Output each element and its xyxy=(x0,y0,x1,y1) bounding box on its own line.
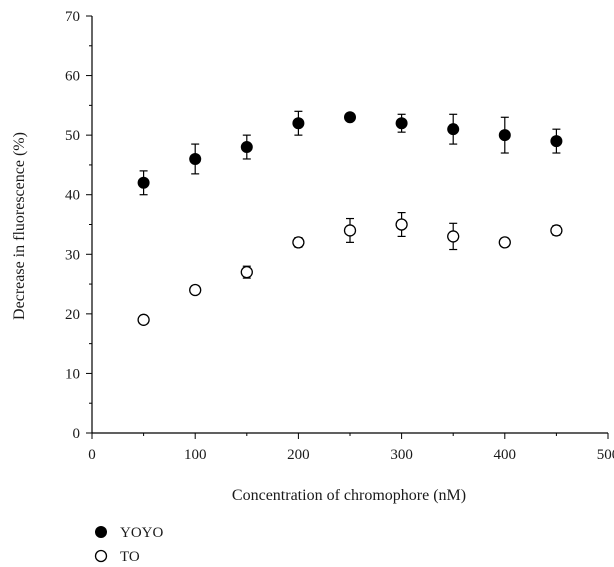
y-tick-label: 50 xyxy=(65,128,80,144)
data-point-open xyxy=(292,236,305,249)
data-point-open xyxy=(395,218,408,231)
y-tick-label: 10 xyxy=(65,366,80,382)
x-tick-label: 0 xyxy=(88,447,96,463)
data-point-open xyxy=(189,283,202,297)
data-point-filled xyxy=(240,141,253,154)
legend-marker-filled-icon xyxy=(95,526,107,538)
x-tick-label: 300 xyxy=(390,447,413,463)
y-tick-label: 40 xyxy=(65,188,80,204)
data-point-open xyxy=(137,313,150,326)
data-point-open xyxy=(240,266,253,279)
legend-item-yoyo: YOYO xyxy=(95,525,163,541)
series-yoyo xyxy=(137,110,563,196)
legend: YOYO TO xyxy=(94,525,163,565)
data-point-filled xyxy=(550,135,563,148)
data-point-filled xyxy=(395,117,408,130)
y-axis-title: Decrease in fluorescence (%) xyxy=(11,132,28,320)
y-tick-label: 60 xyxy=(65,69,80,85)
legend-item-to: TO xyxy=(94,549,140,565)
x-tick-label: 500 xyxy=(597,447,614,463)
data-point-open xyxy=(343,224,357,237)
data-point-filled xyxy=(447,123,460,136)
plot-area: 0 10 20 30 40 50 60 70 0 100 200 300 400 500 xyxy=(65,9,614,463)
data-point-open xyxy=(550,224,563,237)
series-to xyxy=(137,211,563,326)
data-point-filled xyxy=(189,152,202,165)
data-point-filled xyxy=(292,117,305,130)
data-point-filled xyxy=(498,129,511,142)
x-tick-label: 100 xyxy=(184,447,207,463)
x-axis-title: Concentration of chromophore (nM) xyxy=(232,487,466,504)
legend-label-to: TO xyxy=(120,549,140,565)
x-tick-label: 400 xyxy=(494,447,517,463)
y-tick-label: 70 xyxy=(65,9,80,25)
data-point-filled xyxy=(344,111,356,124)
y-tick-label: 30 xyxy=(65,247,80,263)
data-point-filled xyxy=(137,176,150,189)
legend-marker-open-icon xyxy=(94,549,108,563)
x-tick-label: 200 xyxy=(287,447,310,463)
data-point-open xyxy=(498,236,511,249)
data-point-open xyxy=(447,230,460,243)
y-tick-label: 0 xyxy=(73,426,81,442)
legend-label-yoyo: YOYO xyxy=(120,525,163,541)
y-tick-label: 20 xyxy=(65,307,80,323)
